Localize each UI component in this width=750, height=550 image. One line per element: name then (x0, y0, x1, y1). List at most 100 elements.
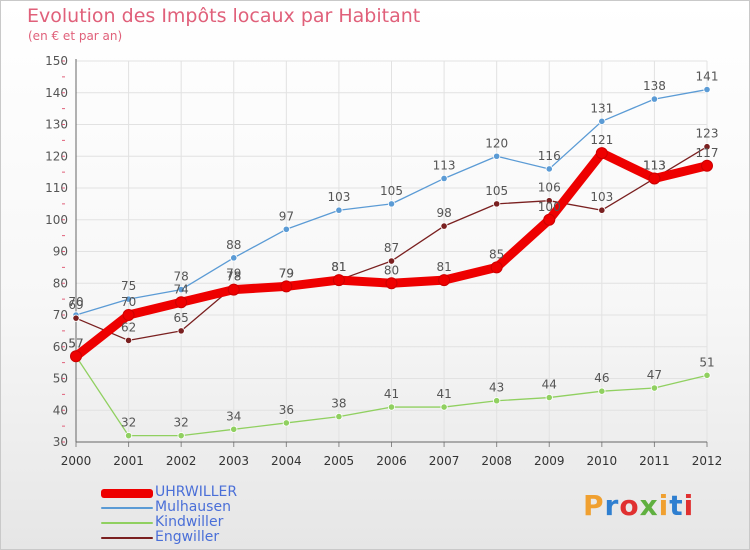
y-tick-label: 130 (45, 118, 68, 132)
data-point (543, 213, 556, 226)
data-point (598, 117, 606, 125)
data-point (440, 222, 448, 230)
x-tick-label: 2007 (429, 454, 460, 468)
data-point (332, 274, 345, 287)
logo-letter: r (604, 489, 620, 522)
data-point (230, 425, 238, 433)
data-point (703, 371, 711, 379)
data-label: 103 (327, 190, 350, 204)
y-tick-label: 140 (45, 86, 68, 100)
y-tick-label: 90 (53, 245, 68, 259)
data-label: 103 (590, 190, 613, 204)
data-point (440, 174, 448, 183)
data-point (650, 384, 659, 392)
data-point (175, 296, 188, 309)
data-label: 98 (436, 206, 451, 220)
data-label: 85 (489, 247, 504, 261)
data-point (598, 206, 606, 214)
data-point (703, 143, 711, 151)
data-label: 34 (226, 409, 241, 423)
data-point (282, 419, 290, 427)
data-point (227, 283, 240, 296)
data-label: 81 (331, 260, 346, 274)
data-label: 75 (121, 279, 136, 293)
data-point (650, 95, 659, 103)
data-point (72, 314, 80, 322)
data-label: 121 (590, 133, 613, 147)
logo-letter: i (658, 489, 670, 522)
data-label: 113 (643, 158, 666, 172)
data-point (177, 432, 185, 440)
data-label: 69 (68, 298, 83, 312)
data-point (545, 393, 553, 402)
data-label: 38 (331, 397, 346, 411)
proxiti-logo: Proxiti (583, 489, 694, 522)
data-point (493, 200, 501, 208)
y-tick-label: 60 (53, 340, 68, 354)
data-label: 57 (68, 336, 83, 350)
legend-item-kindwiller: Kindwiller (101, 514, 361, 530)
data-label: 41 (384, 387, 399, 401)
x-tick-label: 2010 (587, 454, 618, 468)
data-point (701, 159, 713, 172)
data-label: 123 (696, 127, 719, 141)
data-point (124, 336, 133, 344)
chart-subtitle: (en € et par an) (28, 29, 123, 43)
data-point (438, 274, 451, 287)
x-tick-label: 2006 (376, 454, 407, 468)
x-tick-label: 2012 (692, 454, 723, 468)
data-label: 51 (699, 355, 714, 369)
y-tick-label: 100 (45, 213, 68, 227)
data-point (493, 397, 501, 405)
x-tick-label: 2005 (324, 454, 355, 468)
data-label: 44 (542, 378, 557, 392)
x-tick-label: 2011 (639, 454, 670, 468)
data-point (70, 350, 82, 363)
data-label: 81 (436, 260, 451, 274)
legend-label: Kindwiller (155, 514, 224, 530)
data-label: 46 (594, 371, 609, 385)
data-label: 80 (384, 263, 399, 277)
data-label: 74 (174, 282, 189, 296)
logo-letter: i (683, 489, 695, 522)
legend-label: UHRWILLER (155, 484, 238, 500)
data-label: 117 (696, 146, 719, 160)
data-label: 78 (174, 270, 189, 284)
legend-label: Mulhausen (155, 499, 231, 515)
data-label: 113 (433, 158, 456, 172)
data-label: 141 (696, 70, 719, 84)
data-point (490, 261, 503, 274)
data-label: 79 (279, 266, 294, 280)
data-point (230, 254, 238, 262)
data-label: 138 (643, 79, 666, 93)
logo-letter: o (619, 489, 640, 522)
legend-swatch (101, 522, 153, 524)
data-label: 106 (538, 181, 561, 195)
data-point (124, 295, 133, 303)
legend-swatch (101, 507, 153, 509)
y-tick-label: 150 (45, 54, 68, 68)
data-label: 41 (436, 387, 451, 401)
data-point (177, 327, 185, 335)
data-point (282, 225, 290, 233)
x-tick-label: 2008 (481, 454, 512, 468)
logo-letter: x (639, 489, 659, 522)
x-tick-label: 2003 (218, 454, 249, 468)
data-label: 105 (485, 184, 508, 198)
data-point (124, 432, 133, 440)
legend-item-uhrwiller: UHRWILLER (101, 484, 361, 500)
data-point (280, 280, 293, 293)
x-tick-label: 2004 (271, 454, 302, 468)
data-point (387, 403, 396, 411)
logo-letter: P (583, 489, 605, 522)
data-point (177, 285, 185, 294)
data-label: 70 (68, 295, 83, 309)
legend-swatch (101, 488, 153, 498)
legend-label: Engwiller (155, 529, 220, 545)
data-label: 78 (226, 270, 241, 284)
data-label: 43 (489, 381, 504, 395)
data-point (545, 197, 553, 205)
y-tick-label: 110 (45, 181, 68, 195)
data-label: 113 (643, 158, 666, 172)
